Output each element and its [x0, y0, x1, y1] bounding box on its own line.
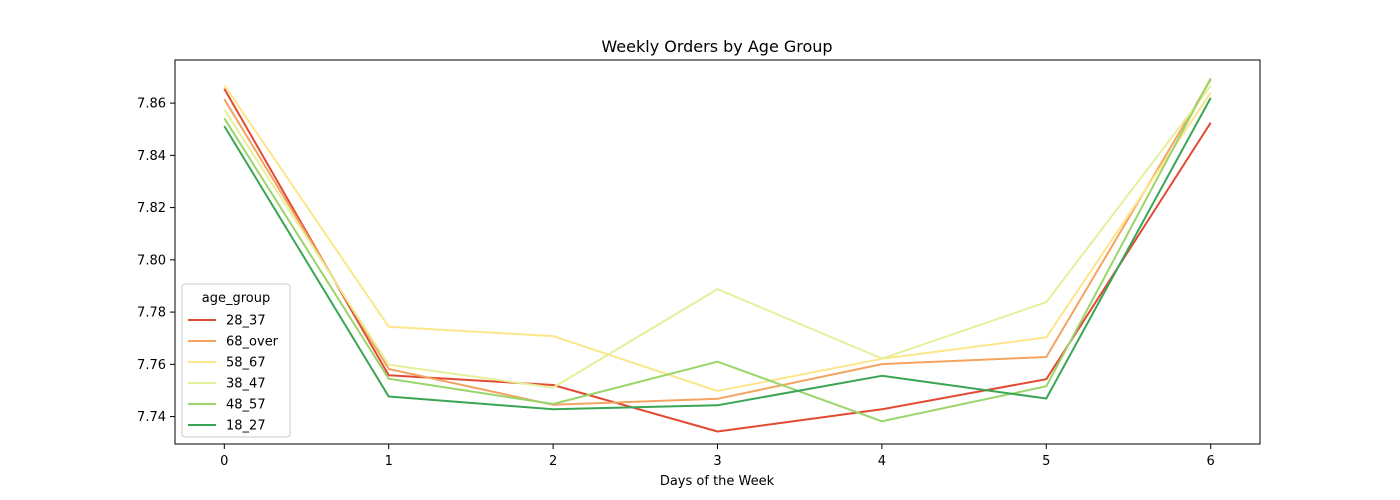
legend-label-48_57: 48_57 [226, 398, 266, 413]
y-tick-label: 7.86 [137, 97, 166, 112]
legend-label-68_over: 68_over [226, 335, 279, 350]
x-tick-label: 1 [385, 454, 393, 469]
y-axis: 7.74 7.76 7.78 7.80 7.82 7.84 7.86 [137, 97, 175, 425]
plot-area [223, 77, 1212, 433]
x-tick-label: 2 [549, 454, 557, 469]
legend-label-58_67: 58_67 [226, 356, 266, 371]
legend-label-18_27: 18_27 [226, 419, 266, 434]
y-tick-label: 7.78 [137, 306, 166, 321]
y-tick-label: 7.80 [137, 253, 166, 268]
legend-label-38_47: 38_47 [226, 377, 266, 392]
series-line-38_47 [223, 85, 1212, 389]
chart-title: Weekly Orders by Age Group [601, 37, 832, 56]
series-line-58_67 [223, 84, 1212, 392]
legend-title: age_group [202, 291, 270, 306]
x-tick-label: 0 [220, 454, 228, 469]
x-tick-label: 3 [713, 454, 721, 469]
x-axis: 0 1 2 3 4 5 6 [220, 444, 1215, 469]
legend: age_group 28_37 68_over 58_67 38_47 48_57 18_… [181, 283, 291, 438]
y-tick-label: 7.84 [137, 149, 166, 164]
y-tick-label: 7.74 [137, 410, 166, 425]
series-line-18_27 [223, 97, 1212, 411]
series-line-68_over [223, 79, 1212, 406]
y-tick-label: 7.82 [137, 201, 166, 216]
legend-box [181, 283, 291, 438]
x-tick-label: 5 [1042, 454, 1050, 469]
x-tick-label: 4 [878, 454, 886, 469]
x-axis-label: Days of the Week [660, 474, 775, 489]
series-line-28_37 [223, 88, 1212, 433]
legend-label-28_37: 28_37 [226, 314, 266, 329]
y-tick-label: 7.76 [137, 358, 166, 373]
series-line-48_57 [223, 77, 1212, 423]
x-tick-label: 6 [1207, 454, 1215, 469]
